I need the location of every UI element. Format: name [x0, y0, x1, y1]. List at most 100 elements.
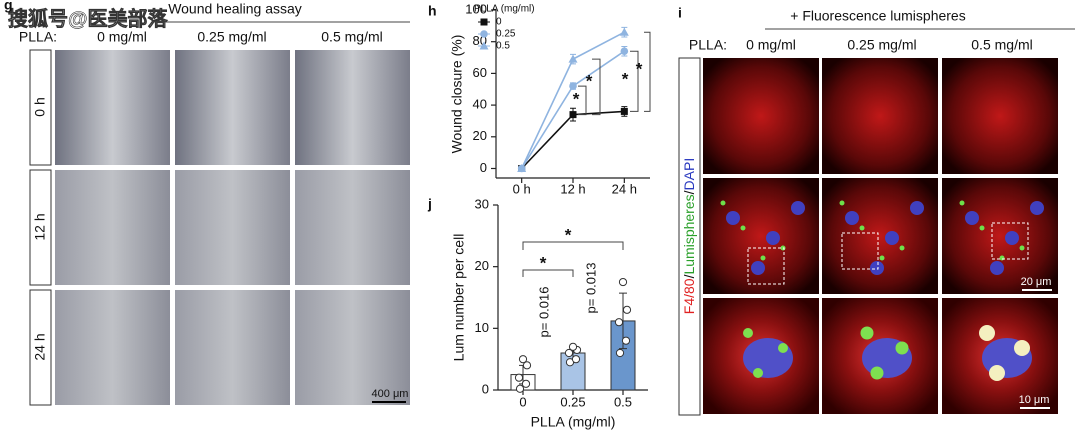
zoom-box: [747, 247, 785, 285]
data-point: [621, 336, 631, 345]
lumisphere: [979, 325, 995, 341]
x-tick-label: 0: [519, 394, 526, 409]
scale-bar-label: 20 μm: [1021, 276, 1052, 288]
nucleus: [910, 201, 924, 215]
significance: *: [573, 89, 580, 108]
significance: *: [586, 71, 593, 90]
lumisphere: [859, 225, 865, 231]
lumisphere: [839, 200, 845, 206]
lumisphere: [860, 326, 874, 340]
lumisphere: [989, 365, 1005, 381]
lumisphere: [753, 368, 763, 378]
data-point: [618, 277, 628, 287]
data-point: [514, 373, 524, 382]
micrograph: [295, 50, 410, 165]
y-tick-label: 0: [480, 160, 487, 175]
bracket: [522, 241, 624, 277]
point: [620, 107, 628, 115]
zoom-box: [841, 232, 879, 270]
panel-title: + Fluorescence lumispheres: [790, 8, 965, 24]
legend-label: 0.5: [496, 41, 510, 52]
side-label-part: /: [681, 190, 697, 194]
plla-label: PLLA:: [689, 37, 727, 53]
y-axis-label: Lum number per cell: [451, 234, 467, 362]
row-label: 12 h: [32, 213, 48, 240]
lumisphere: [1014, 340, 1030, 356]
nucleus: [751, 261, 765, 275]
watermark: 搜狐号@医美部落: [8, 6, 169, 30]
side-label-part: Lumispheres: [681, 194, 697, 274]
data-point: [521, 379, 531, 388]
y-tick-label: 10: [475, 320, 489, 335]
point: [619, 27, 629, 36]
point: [569, 82, 577, 90]
zoom-box: [991, 222, 1029, 260]
scale-bar-label: 10 μm: [1019, 394, 1050, 406]
nucleus: [1030, 201, 1044, 215]
data-point: [615, 348, 625, 358]
y-tick-label: 20: [475, 258, 489, 273]
lumisphere: [879, 255, 885, 261]
micrograph: [175, 170, 290, 285]
panel-letter: j: [427, 196, 432, 212]
nucleus: [845, 211, 859, 225]
side-label-part: /: [681, 274, 697, 278]
legend-label: 0: [496, 17, 502, 28]
column-label: 0.5 mg/ml: [971, 37, 1032, 53]
lumisphere: [760, 255, 766, 261]
lumisphere: [1019, 245, 1025, 251]
data-point: [522, 361, 532, 370]
fluorescence-image: [942, 178, 1058, 294]
point: [517, 163, 527, 172]
micrograph: [175, 50, 290, 165]
micrograph: [55, 170, 170, 285]
micrograph: [55, 50, 170, 165]
nucleus: [1005, 231, 1019, 245]
plla-label: PLLA:: [19, 29, 57, 45]
lumisphere: [895, 341, 909, 355]
data-point: [622, 305, 632, 314]
panel-letter: i: [678, 5, 682, 21]
lumisphere: [870, 366, 884, 380]
micrograph: [295, 290, 410, 405]
micrograph: [55, 290, 170, 405]
x-tick-label: 0.25: [560, 394, 585, 409]
y-axis-label: Wound closure (%): [449, 35, 465, 154]
lumisphere: [743, 328, 753, 338]
y-tick-label: 20: [473, 128, 487, 143]
y-tick-label: 100: [465, 1, 487, 16]
x-tick-label: 0.5: [614, 394, 632, 409]
bracket: [578, 31, 651, 116]
nucleus: [726, 211, 740, 225]
fluorescence-image: [703, 178, 819, 294]
x-axis-label: PLLA (mg/ml): [531, 414, 616, 430]
data-point: [564, 348, 574, 358]
nucleus: [990, 261, 1004, 275]
scale-bar-label: 400 μm: [372, 388, 409, 400]
row-label: 0 h: [32, 97, 48, 116]
lumisphere: [959, 200, 965, 206]
panel-title: Wound healing assay: [168, 1, 302, 17]
significance: *: [540, 253, 547, 272]
column-label: 0 mg/ml: [97, 29, 147, 45]
fluorescence-image: [822, 178, 938, 294]
column-label: 0 mg/ml: [746, 37, 796, 53]
p-value: p= 0.013: [583, 263, 598, 314]
row-box: [29, 289, 52, 406]
row-label: 24 h: [32, 333, 48, 360]
y-tick-label: 60: [473, 65, 487, 80]
column-label: 0.5 mg/ml: [321, 29, 382, 45]
panel-letter: h: [428, 3, 437, 19]
lumisphere: [740, 225, 746, 231]
column-label: 0.25 mg/ml: [197, 29, 266, 45]
side-label-part: DAPI: [681, 158, 697, 191]
y-tick-label: 40: [473, 97, 487, 112]
nucleus: [965, 211, 979, 225]
significance: *: [636, 59, 643, 78]
panel-letter: g: [4, 0, 13, 13]
side-label-part: F4/80: [681, 278, 697, 314]
fluorescence-image: [703, 58, 819, 174]
lumisphere: [999, 255, 1005, 261]
y-tick-label: 0: [482, 381, 489, 396]
